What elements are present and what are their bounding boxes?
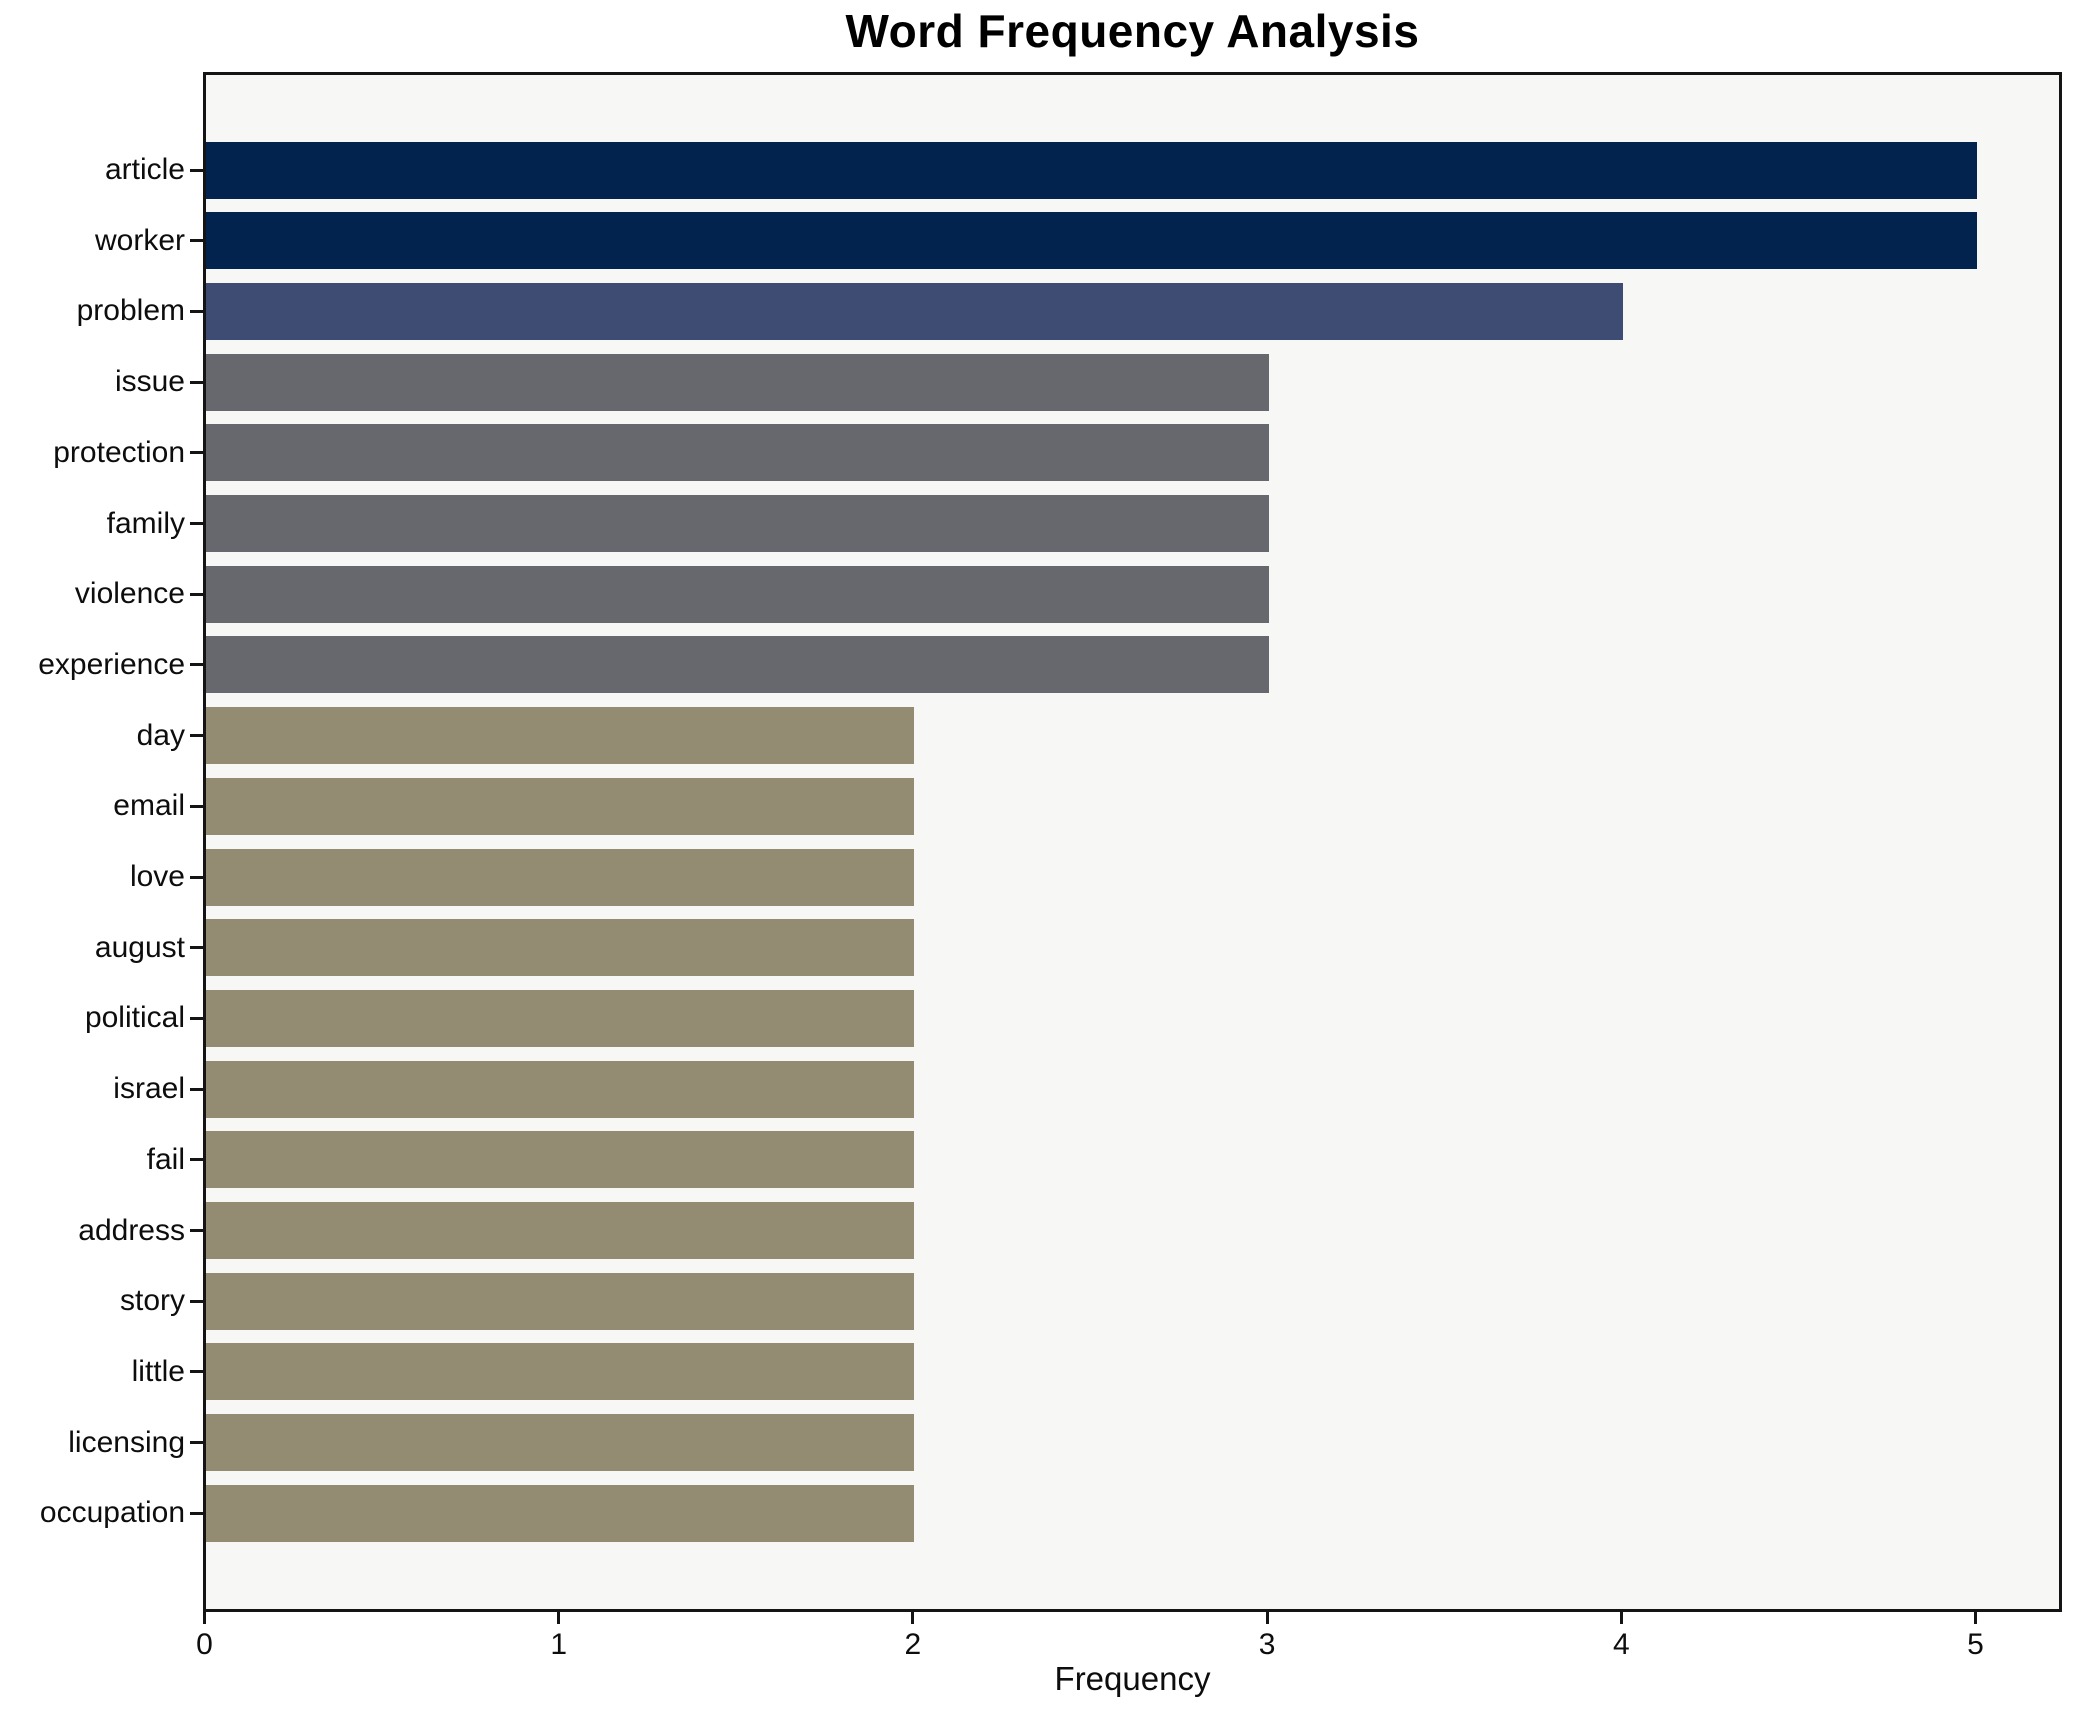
y-tick-fail (190, 1158, 203, 1162)
bar-august (206, 919, 915, 977)
y-label-day: day (136, 718, 185, 752)
y-label-occupation: occupation (39, 1496, 185, 1530)
y-tick-address (190, 1229, 203, 1232)
plot-area (203, 72, 2062, 1612)
y-tick-day (190, 734, 203, 738)
bar-israel (206, 1060, 915, 1118)
y-label-story: story (119, 1284, 185, 1318)
chart-title: Word Frequency Analysis (845, 5, 1420, 57)
y-tick-love (190, 875, 203, 879)
y-tick-article (190, 168, 203, 172)
x-tick-4 (1619, 1612, 1623, 1624)
y-label-august: august (94, 930, 185, 964)
y-label-article: article (104, 153, 185, 186)
bar-email (206, 777, 915, 835)
x-tick-label-0: 0 (196, 1628, 213, 1661)
bar-worker (206, 212, 1977, 270)
y-tick-violence (190, 592, 203, 596)
x-tick-3 (1265, 1612, 1269, 1624)
y-label-licensing: licensing (68, 1425, 185, 1459)
bar-political (206, 989, 915, 1047)
bar-article (206, 141, 1977, 199)
y-tick-israel (190, 1087, 203, 1091)
y-tick-issue (190, 380, 203, 384)
bar-little (206, 1343, 915, 1401)
bar-fail (206, 1131, 915, 1189)
x-tick-2 (911, 1612, 915, 1624)
y-tick-experience (190, 663, 203, 667)
y-label-experience: experience (38, 647, 185, 681)
y-label-problem: problem (76, 294, 185, 328)
y-tick-licensing (190, 1441, 203, 1445)
y-tick-worker (190, 239, 203, 243)
y-label-fail: fail (146, 1142, 185, 1176)
y-label-issue: issue (114, 365, 185, 399)
y-label-violence: violence (74, 577, 185, 611)
y-tick-email (190, 804, 203, 808)
y-tick-august (190, 946, 203, 950)
y-label-israel: israel (113, 1072, 185, 1106)
y-tick-political (190, 1016, 203, 1020)
y-tick-occupation (190, 1511, 203, 1515)
x-tick-1 (557, 1612, 561, 1624)
y-label-little: little (131, 1354, 185, 1388)
bar-occupation (206, 1484, 915, 1542)
bar-violence (206, 565, 1269, 623)
bar-story (206, 1272, 915, 1330)
x-tick-label-2: 2 (904, 1628, 922, 1661)
y-tick-family (190, 522, 203, 525)
y-label-worker: worker (94, 223, 185, 257)
x-tick-label-5: 5 (1967, 1628, 1984, 1661)
bar-problem (206, 282, 1623, 340)
bar-issue (206, 353, 1269, 411)
bar-licensing (206, 1414, 915, 1472)
y-label-family: family (106, 506, 185, 540)
bar-day (206, 707, 915, 765)
x-tick-0 (203, 1612, 206, 1624)
x-tick-label-4: 4 (1612, 1628, 1630, 1661)
bar-protection (206, 424, 1269, 482)
y-tick-protection (190, 451, 203, 455)
y-label-protection: protection (53, 435, 185, 469)
bar-address (206, 1202, 915, 1259)
x-axis-label: Frequency (1054, 1660, 1211, 1697)
bar-love (206, 848, 915, 906)
bar-family (206, 495, 1269, 552)
x-tick-5 (1974, 1612, 1977, 1624)
y-label-political: political (84, 1001, 185, 1035)
y-label-love: love (129, 860, 185, 893)
y-tick-little (190, 1370, 203, 1374)
x-tick-label-1: 1 (550, 1628, 568, 1661)
y-tick-problem (190, 309, 203, 313)
x-tick-label-3: 3 (1258, 1628, 1276, 1661)
bar-experience (206, 636, 1269, 694)
y-tick-story (190, 1299, 203, 1303)
y-label-address: address (78, 1213, 185, 1247)
y-label-email: email (113, 789, 185, 823)
